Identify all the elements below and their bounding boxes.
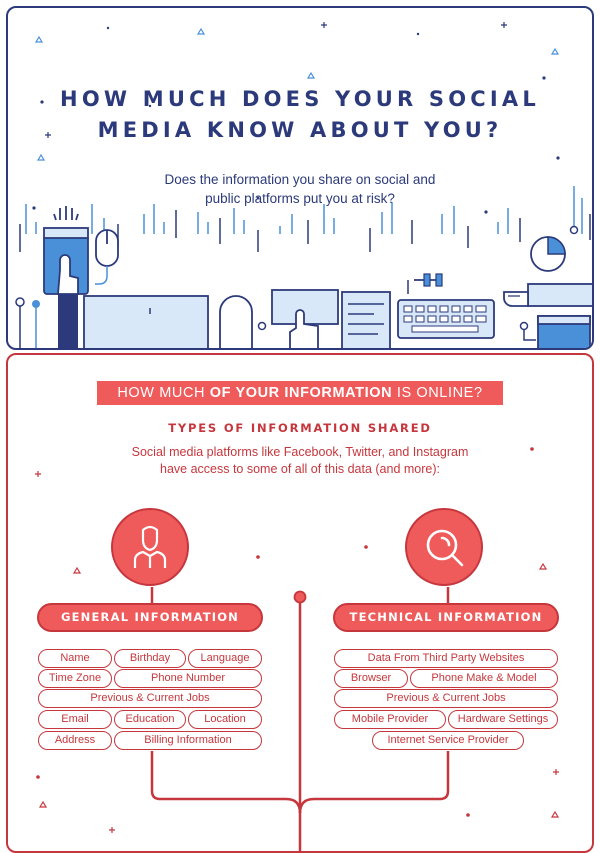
info-tag: Address (38, 731, 112, 750)
connector-lines (35, 447, 560, 851)
tech-illustration (15, 22, 592, 348)
info-tag: Time Zone (38, 669, 112, 688)
info-tag: Mobile Provider (334, 710, 446, 729)
header-panel (6, 6, 594, 350)
info-tag: Email (38, 710, 112, 729)
subtitle-line-2: public platforms put you at risk? (205, 191, 395, 206)
info-tag: Birthday (114, 649, 186, 668)
info-tag: Billing Information (114, 731, 262, 750)
general-info-heading: GENERAL INFORMATION (37, 603, 263, 632)
page-subtitle: Does the information you share on social… (0, 170, 600, 208)
info-tag: Language (188, 649, 262, 668)
banner-text-1: HOW MUCH (117, 385, 210, 401)
title-line-2: MEDIA KNOW ABOUT YOU? (97, 118, 503, 142)
info-tag: Previous & Current Jobs (334, 689, 558, 708)
info-tag: Education (114, 710, 186, 729)
types-description: Social media platforms like Facebook, Tw… (0, 444, 600, 478)
info-tag: Phone Make & Model (410, 669, 558, 688)
section-banner: HOW MUCH OF YOUR INFORMATION IS ONLINE? (97, 381, 503, 405)
info-tag: Hardware Settings (448, 710, 558, 729)
person-icon (133, 525, 167, 568)
page-title: HOW MUCH DOES YOUR SOCIAL MEDIA KNOW ABO… (0, 84, 600, 146)
info-tag: Data From Third Party Websites (334, 649, 558, 668)
banner-text-2: IS ONLINE? (392, 385, 483, 401)
banner-text-bold: OF YOUR INFORMATION (209, 385, 393, 401)
general-info-badge (111, 508, 189, 586)
title-line-1: HOW MUCH DOES YOUR SOCIAL (60, 87, 540, 111)
description-line-1: Social media platforms like Facebook, Tw… (131, 445, 469, 459)
search-icon (426, 529, 464, 567)
technical-info-heading: TECHNICAL INFORMATION (333, 603, 559, 632)
info-tag: Phone Number (114, 669, 262, 688)
subtitle-line-1: Does the information you share on social… (164, 172, 436, 187)
info-tag: Internet Service Provider (372, 731, 524, 750)
info-tag: Name (38, 649, 112, 668)
info-tag: Browser (334, 669, 408, 688)
description-line-2: have access to some of all of this data … (160, 462, 440, 476)
info-tag: Location (188, 710, 262, 729)
info-tag: Previous & Current Jobs (38, 689, 262, 708)
types-heading: TYPES OF INFORMATION SHARED (168, 421, 432, 435)
technical-info-badge (405, 508, 483, 586)
